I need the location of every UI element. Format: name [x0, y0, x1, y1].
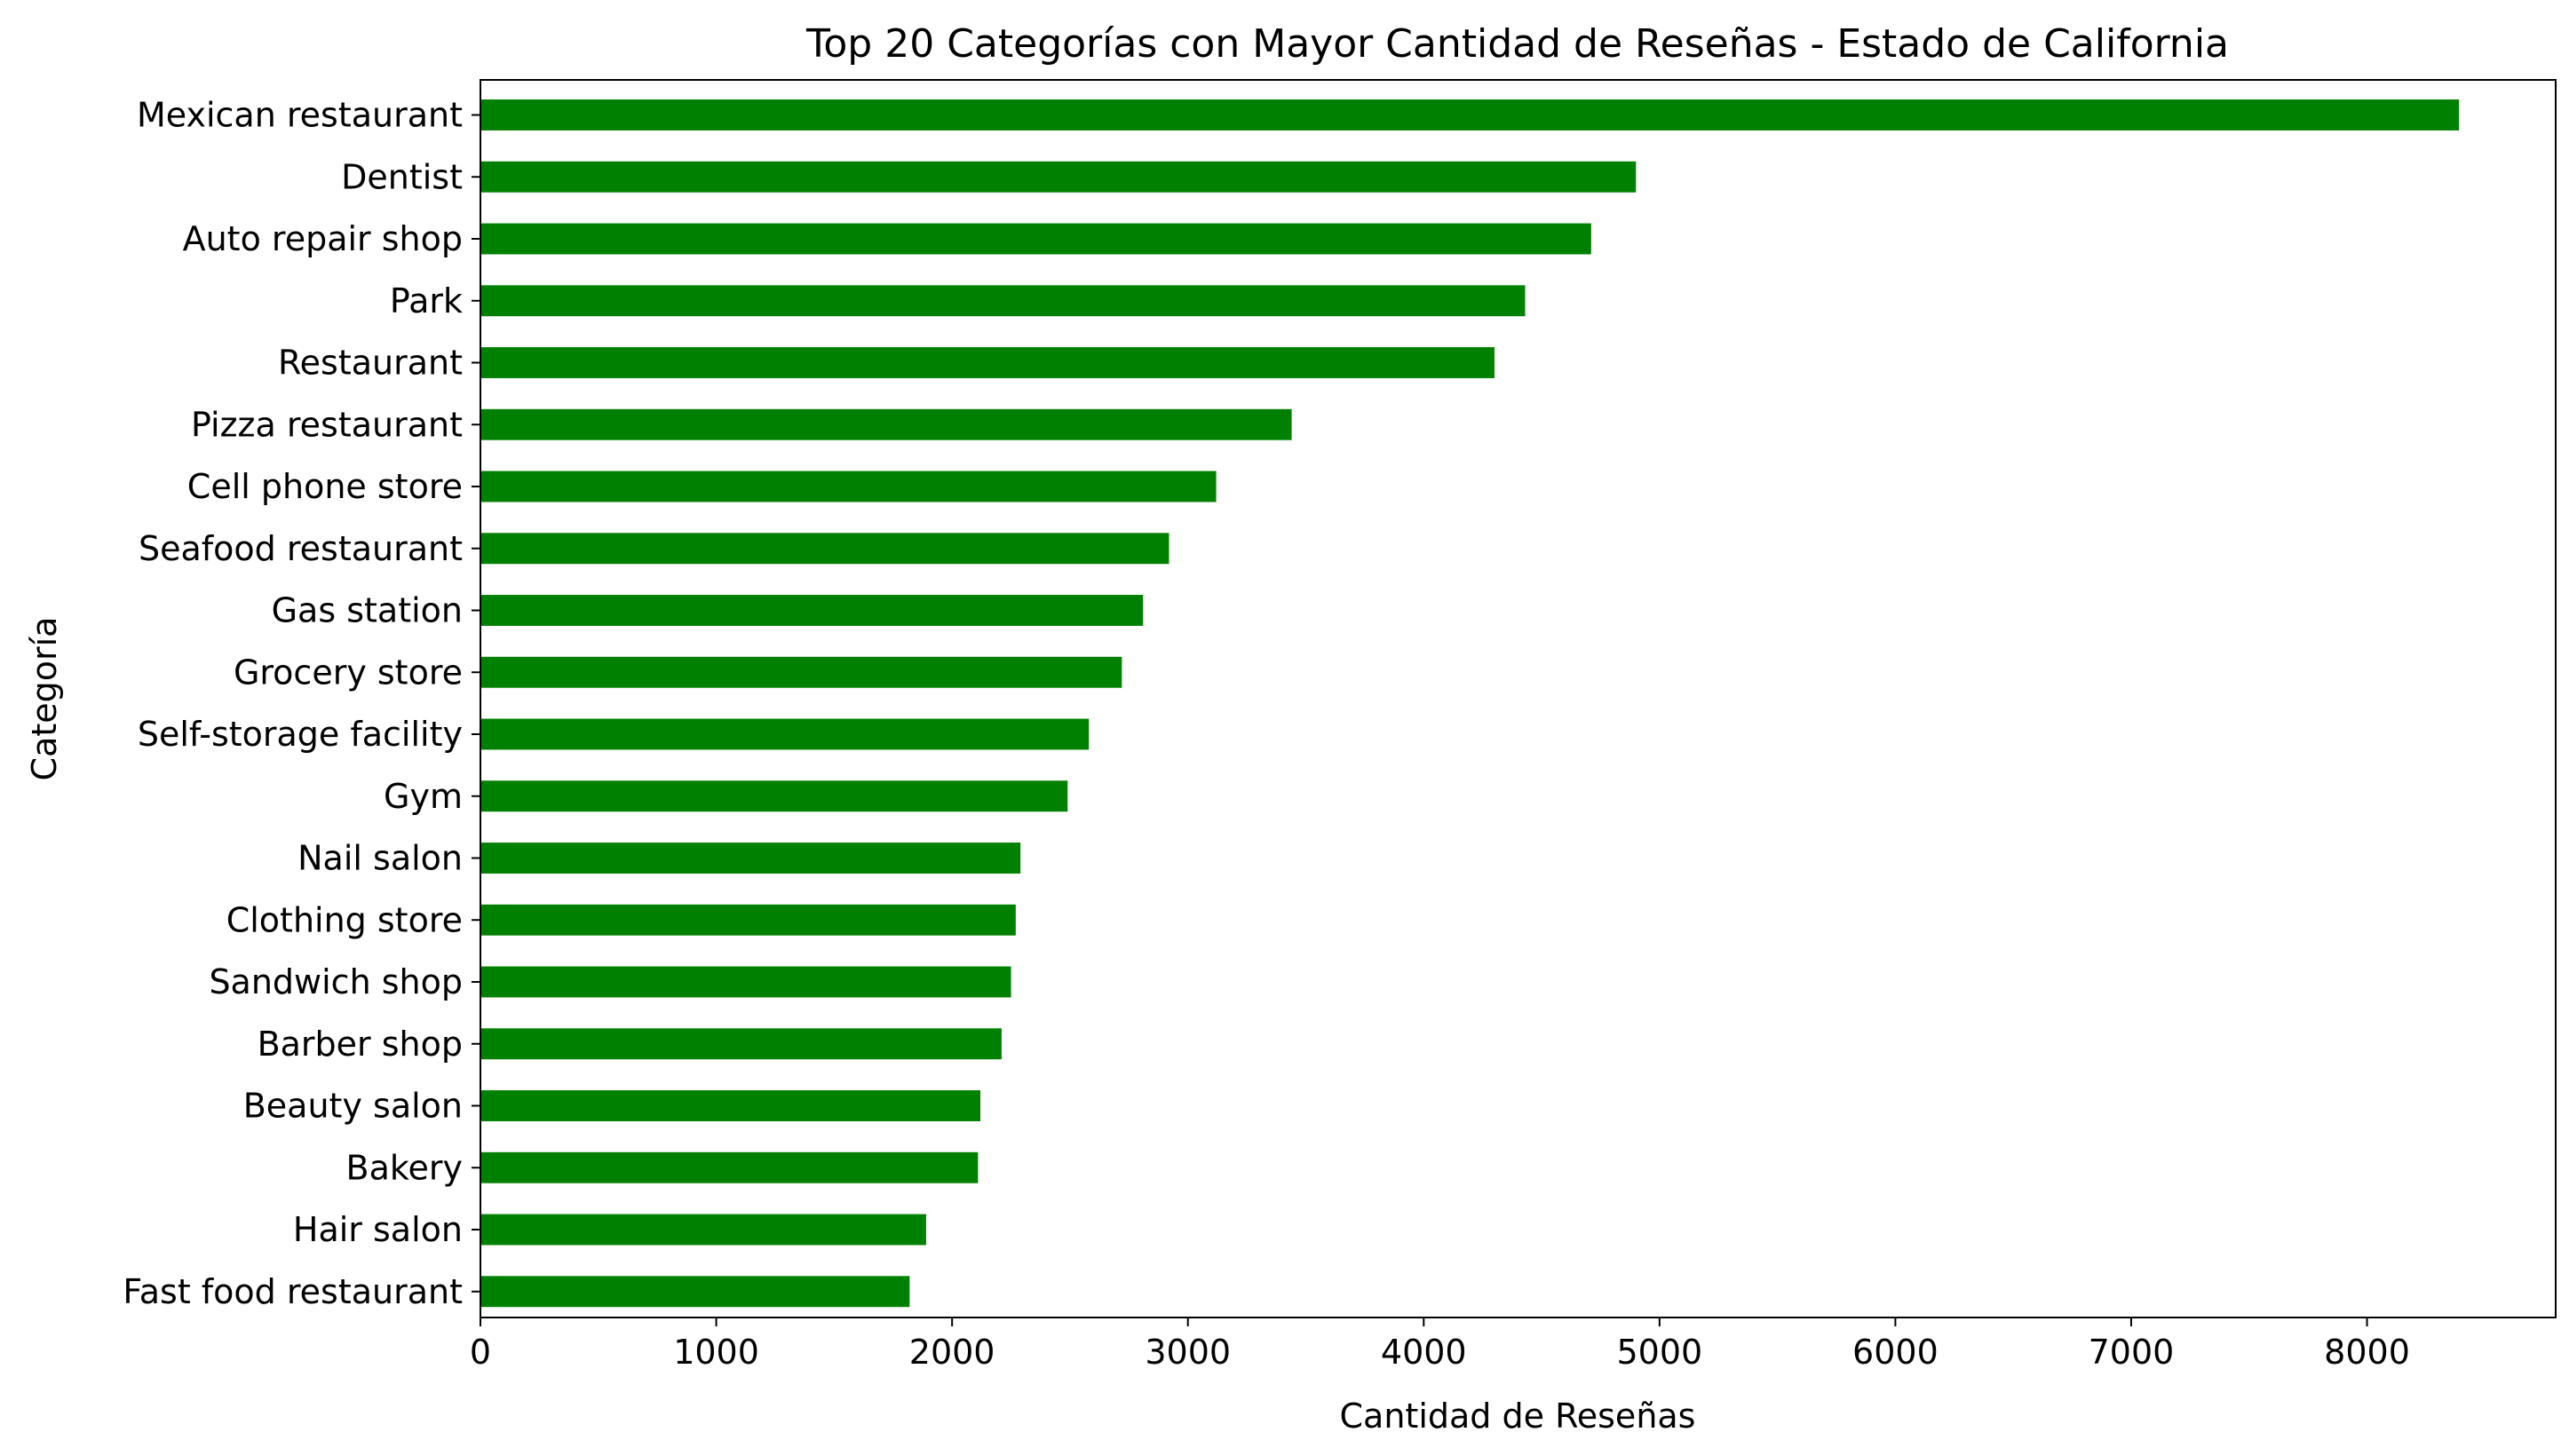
x-tick-label: 3000	[1145, 1333, 1231, 1372]
x-tick-label: 8000	[2324, 1333, 2410, 1372]
bar	[480, 347, 1495, 378]
y-tick-label: Barber shop	[258, 1025, 463, 1064]
bar	[480, 718, 1090, 750]
bar	[480, 595, 1144, 626]
y-tick-label: Mexican restaurant	[137, 96, 463, 135]
plot-frame	[480, 79, 2557, 1318]
y-tick-label: Fast food restaurant	[123, 1272, 463, 1311]
bar	[480, 656, 1122, 688]
y-tick-label: Beauty salon	[243, 1087, 463, 1126]
y-tick-label: Pizza restaurant	[191, 405, 463, 444]
y-tick-label: Dentist	[341, 157, 463, 196]
y-axis-ticks: Mexican restaurant Dentist Auto repair sho…	[123, 96, 480, 1311]
y-tick-label: Gas station	[272, 591, 463, 630]
bars	[480, 99, 2460, 1308]
y-tick-label: Sandwich shop	[209, 962, 463, 1001]
x-tick-label: 6000	[1852, 1333, 1939, 1372]
bar	[480, 780, 1068, 812]
x-tick-label: 2000	[909, 1333, 995, 1372]
y-tick-label: Clothing store	[226, 900, 463, 939]
y-tick-label: Nail salon	[297, 839, 463, 878]
y-tick-label: Grocery store	[234, 653, 463, 692]
y-tick-label: Seafood restaurant	[139, 529, 463, 568]
x-tick-label: 7000	[2089, 1333, 2175, 1372]
bar	[480, 1028, 1002, 1060]
bar	[480, 533, 1170, 565]
bar	[480, 843, 1021, 874]
bar	[480, 223, 1591, 255]
y-tick-label: Park	[390, 281, 463, 320]
bar	[480, 1276, 910, 1308]
y-tick-label: Restaurant	[278, 344, 463, 383]
x-axis-ticks: 0 1000 2000 3000 4000 5000 6000 7000 8000	[470, 1318, 2410, 1372]
bar	[480, 1214, 926, 1246]
bar	[480, 161, 1637, 193]
y-tick-label: Cell phone store	[187, 467, 463, 506]
bar	[480, 285, 1526, 317]
x-tick-label: 4000	[1381, 1333, 1467, 1372]
bar	[480, 471, 1217, 502]
y-tick-label: Auto repair shop	[183, 219, 463, 258]
y-tick-label: Gym	[384, 777, 463, 816]
x-tick-label: 0	[470, 1333, 491, 1372]
y-tick-label: Bakery	[346, 1148, 464, 1187]
chart-title: Top 20 Categorías con Mayor Cantidad de …	[805, 21, 2229, 67]
x-tick-label: 1000	[673, 1333, 759, 1372]
bar	[480, 904, 1016, 936]
x-tick-label: 5000	[1616, 1333, 1702, 1372]
bar	[480, 966, 1011, 998]
x-axis-label: Cantidad de Reseñas	[1340, 1397, 1696, 1436]
y-tick-label: Hair salon	[293, 1210, 463, 1249]
bar	[480, 408, 1292, 440]
bar	[480, 99, 2460, 131]
bar	[480, 1151, 979, 1183]
y-tick-label: Self-storage facility	[138, 715, 463, 754]
bar	[480, 1090, 981, 1121]
y-axis-label: Categoría	[25, 617, 64, 781]
